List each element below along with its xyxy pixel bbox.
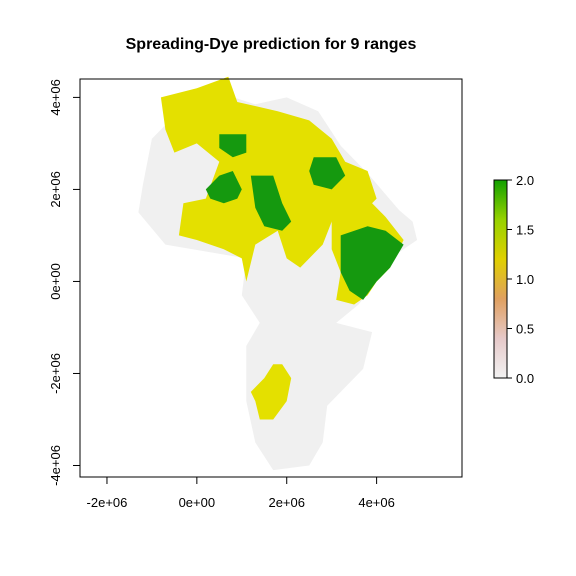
y-tick-label: 0e+00 [48, 263, 63, 300]
chart-title: Spreading-Dye prediction for 9 ranges [126, 36, 417, 53]
legend-tick-label: 0.5 [516, 322, 534, 337]
x-axis: -2e+06 0e+00 2e+06 4e+06 [87, 477, 395, 510]
color-legend: 0.0 0.5 1.0 1.5 2.0 [494, 173, 534, 386]
y-tick-label: -2e+06 [48, 353, 63, 394]
legend-tick-label: 1.5 [516, 223, 534, 238]
y-axis: -4e+06 -2e+06 0e+00 2e+06 4e+06 [48, 79, 80, 486]
x-tick-label: 0e+00 [179, 495, 216, 510]
legend-bar [494, 180, 507, 378]
y-tick-label: 2e+06 [48, 171, 63, 208]
legend-tick-label: 0.0 [516, 371, 534, 386]
legend-tick-label: 1.0 [516, 272, 534, 287]
x-tick-label: 2e+06 [268, 495, 305, 510]
legend-tick-label: 2.0 [516, 173, 534, 188]
raster-layer [138, 77, 417, 470]
y-tick-label: -4e+06 [48, 445, 63, 486]
x-tick-label: 4e+06 [358, 495, 395, 510]
x-tick-label: -2e+06 [87, 495, 128, 510]
y-tick-label: 4e+06 [48, 79, 63, 116]
